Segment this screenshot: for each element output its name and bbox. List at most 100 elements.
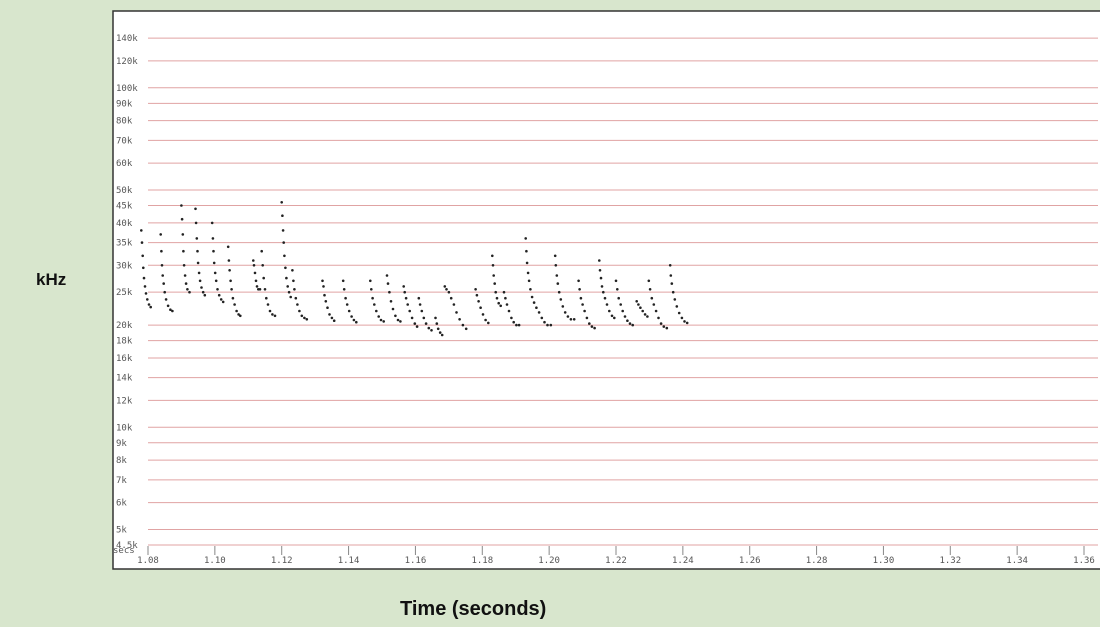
- data-point: [287, 290, 291, 294]
- gridlines: [148, 37, 1098, 546]
- data-point: [188, 290, 191, 294]
- data-point: [252, 264, 256, 267]
- data-point: [458, 318, 461, 321]
- data-point: [184, 282, 188, 285]
- data-point: [252, 259, 255, 262]
- data-point: [512, 320, 515, 324]
- data-point: [169, 308, 172, 312]
- x-tick-label: 1.20: [538, 556, 560, 566]
- data-point: [617, 296, 620, 300]
- data-point: [683, 320, 686, 323]
- data-point: [226, 245, 230, 249]
- data-point: [613, 316, 616, 320]
- data-point: [648, 288, 652, 291]
- data-point: [623, 315, 627, 318]
- x-tick-label: 1.34: [1006, 556, 1028, 566]
- data-point: [323, 293, 326, 297]
- data-point: [626, 319, 629, 323]
- y-tick-label: 12k: [116, 396, 133, 406]
- data-point: [291, 269, 294, 272]
- data-point: [281, 214, 284, 217]
- data-point: [491, 254, 494, 258]
- data-point: [283, 254, 286, 258]
- y-tick-label: 40k: [116, 219, 133, 229]
- data-point: [326, 306, 329, 310]
- data-point: [569, 318, 573, 321]
- data-point: [572, 318, 576, 321]
- data-point: [268, 309, 272, 313]
- data-point: [293, 288, 296, 291]
- data-point: [430, 329, 433, 332]
- data-point: [322, 285, 325, 288]
- data-point: [461, 323, 465, 327]
- data-point: [670, 282, 674, 285]
- data-point: [142, 276, 146, 280]
- y-tick-label: 50k: [116, 186, 133, 196]
- data-point: [637, 303, 640, 306]
- data-point: [619, 303, 622, 306]
- data-point: [673, 298, 677, 301]
- data-point: [449, 296, 453, 300]
- data-point: [579, 296, 583, 300]
- data-point: [212, 261, 216, 265]
- data-point: [332, 319, 336, 323]
- data-point: [647, 279, 651, 283]
- data-point: [263, 288, 267, 291]
- data-point: [235, 309, 238, 313]
- data-point: [210, 221, 214, 225]
- data-point: [408, 309, 412, 313]
- y-tick-label: 90k: [116, 99, 133, 109]
- data-point: [593, 326, 596, 330]
- data-point: [532, 301, 536, 304]
- data-point: [494, 290, 498, 294]
- data-point: [292, 279, 295, 283]
- y-tick-label: 60k: [116, 159, 133, 169]
- y-tick-label: 35k: [116, 239, 133, 249]
- y-tick-label: 9k: [116, 439, 127, 449]
- data-point: [271, 313, 274, 316]
- y-tick-label: 5k: [116, 525, 127, 535]
- data-point: [303, 316, 306, 320]
- data-point: [352, 318, 356, 322]
- data-point: [196, 249, 199, 253]
- data-point: [652, 303, 656, 306]
- data-point: [529, 288, 532, 291]
- y-tick-label: 6k: [116, 499, 127, 509]
- data-point: [659, 322, 663, 325]
- data-point: [502, 290, 506, 294]
- data-point: [540, 316, 544, 320]
- data-point: [420, 309, 424, 313]
- data-point: [195, 237, 199, 240]
- x-tick-label: 1.18: [471, 556, 493, 566]
- data-point: [213, 271, 217, 275]
- x-tick-label: 1.08: [137, 556, 159, 566]
- data-point: [438, 331, 442, 334]
- data-point: [526, 271, 530, 275]
- x-unit-label: secs: [113, 546, 135, 556]
- y-tick-label: 18k: [116, 337, 133, 347]
- data-point: [394, 314, 397, 318]
- data-point: [685, 321, 689, 325]
- data-point: [385, 274, 389, 277]
- data-point: [507, 309, 511, 313]
- data-point: [342, 288, 346, 291]
- data-point: [265, 296, 268, 300]
- data-point: [650, 296, 654, 300]
- data-point: [588, 322, 591, 325]
- data-point: [371, 296, 374, 300]
- data-point: [435, 322, 439, 325]
- data-point: [504, 296, 507, 300]
- data-point: [266, 303, 270, 306]
- data-point: [515, 323, 518, 327]
- data-point: [492, 274, 496, 277]
- data-point: [216, 288, 219, 291]
- data-point: [671, 290, 675, 294]
- y-tick-label: 30k: [116, 261, 133, 271]
- data-point: [282, 241, 285, 244]
- y-tick-label: 120k: [116, 57, 138, 67]
- x-tick-label: 1.30: [873, 556, 895, 566]
- x-tick-label: 1.14: [338, 556, 360, 566]
- data-point: [182, 264, 186, 267]
- data-point: [581, 303, 584, 306]
- data-point: [281, 229, 285, 232]
